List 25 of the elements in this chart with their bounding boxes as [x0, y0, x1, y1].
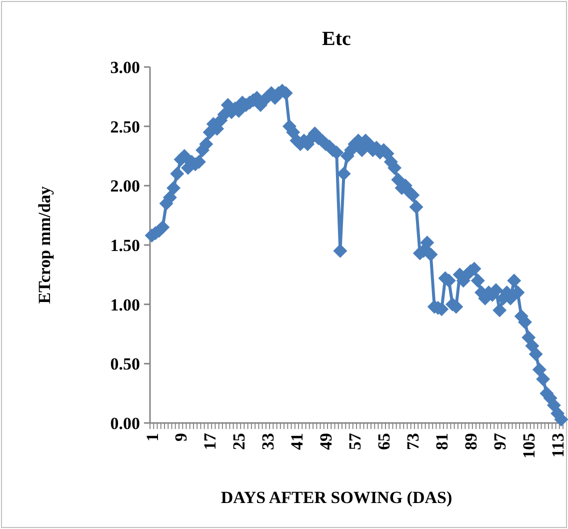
x-tick-label: 81 [432, 433, 452, 450]
chart-title: Etc [322, 28, 352, 50]
x-tick-label: 1 [142, 433, 162, 442]
x-tick-label: 41 [288, 433, 307, 450]
y-tick-label: 1.00 [110, 295, 140, 314]
x-tick-label: 49 [316, 433, 336, 450]
x-tick-label: 17 [200, 432, 220, 450]
x-tick-label: 89 [462, 433, 481, 450]
x-tick-label: 97 [490, 432, 510, 450]
y-tick-label: 1.50 [110, 236, 140, 255]
x-tick-label: 25 [230, 433, 249, 450]
x-tick-label: 65 [374, 433, 394, 450]
y-tick-label: 0.00 [110, 414, 140, 433]
y-tick-label: 2.50 [110, 117, 140, 136]
x-tick-label: 113 [548, 433, 568, 458]
y-axis-title: ETcrop mm/day [35, 186, 54, 304]
x-tick-label: 33 [258, 433, 278, 450]
y-tick-label: 2.00 [110, 176, 140, 196]
x-tick-label: 73 [404, 433, 423, 450]
x-tick-label: 105 [520, 433, 539, 458]
x-axis-title: DAYS AFTER SOWING (DAS) [220, 488, 452, 507]
x-tick-label: 9 [172, 433, 191, 442]
y-tick-label: 0.50 [110, 354, 140, 374]
y-tick-label: 3.00 [110, 58, 140, 77]
x-tick-label: 57 [346, 432, 365, 450]
